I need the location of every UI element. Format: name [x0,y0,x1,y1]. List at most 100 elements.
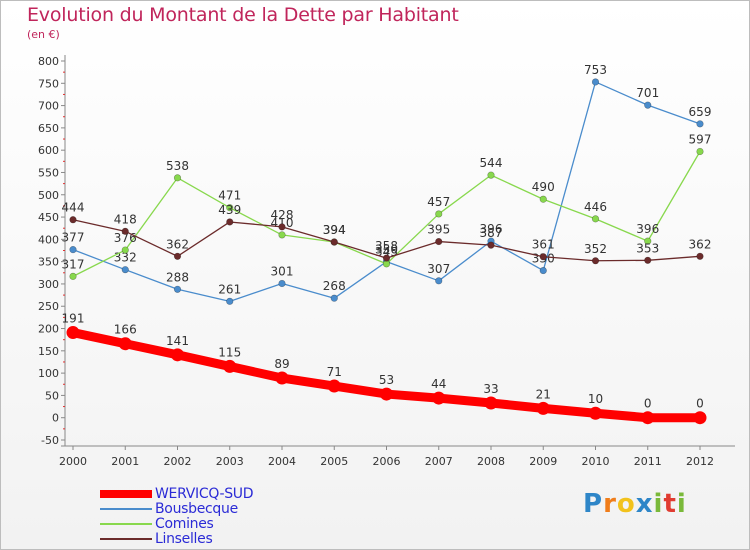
y-tick-label: 700 [38,100,59,113]
data-point [173,252,182,260]
data-point [589,406,602,420]
data-label: 394 [323,223,346,237]
data-label: 457 [427,195,450,209]
data-point [69,246,77,254]
data-label: 141 [166,334,189,348]
data-label: 89 [274,357,289,371]
y-tick-label: 100 [38,367,59,380]
data-label: 544 [480,156,503,170]
legend-item: Bousbecque [100,500,253,517]
data-point [66,326,80,340]
y-tick-label: 450 [38,211,59,224]
data-point [539,266,547,275]
data-label: 387 [480,226,503,240]
data-point [380,387,393,401]
y-tick-label: 350 [38,256,59,269]
data-label: 362 [689,237,712,251]
legend-label: WERVICQ-SUD [155,485,254,502]
data-label: 0 [644,397,652,411]
y-tick-label: 50 [45,389,59,402]
data-label: 166 [114,323,137,337]
data-label: 44 [431,377,446,391]
data-point [435,237,443,246]
data-point [275,371,289,385]
legend-swatch [100,507,152,510]
data-label: 71 [327,365,342,379]
data-point [644,101,652,109]
legend-label: Comines [155,515,214,532]
data-point [278,231,286,239]
data-point [432,391,446,405]
data-label: 659 [689,105,712,119]
data-label: 268 [323,279,346,293]
data-label: 361 [532,238,555,252]
data-label: 377 [62,231,85,245]
data-label: 358 [375,239,398,253]
x-tick-label: 2002 [164,455,192,468]
y-tick-label: 800 [38,55,59,68]
series-wervicq-sud: 191 166 141 115 89 71 53 44 33 21 10 0 0 [62,312,707,425]
data-label: 418 [114,212,137,226]
y-tick-label: 400 [38,233,59,246]
legend-swatch [100,489,152,498]
data-point [644,256,652,264]
y-tick-label: 600 [38,144,59,157]
data-point [330,294,338,302]
y-tick-label: 550 [38,166,59,179]
data-label: 753 [584,63,607,77]
x-tick-label: 2005 [320,455,348,468]
data-label: 538 [166,159,189,173]
data-point [591,78,600,86]
data-point [539,253,547,261]
data-point [171,348,184,362]
data-point [330,238,338,246]
data-point [536,401,550,415]
x-tick-label: 2010 [582,455,610,468]
logo-letter: t [663,489,677,519]
data-label: 396 [636,222,659,236]
legend: WERVICQ-SUD Bousbecque Comines Linselles [100,485,254,547]
data-point [173,285,182,293]
data-label: 53 [379,373,394,387]
data-point [121,227,129,235]
legend-item: Linselles [100,530,253,547]
data-point [435,277,443,285]
data-point [278,223,286,231]
data-point [226,218,234,226]
y-tick-label: 750 [38,77,59,90]
series-linselles: 444 418 362 439 428 394 358 395 387 361 352 353 362 [62,201,712,265]
y-tick-label: 0 [52,412,59,425]
data-label: 317 [62,257,85,271]
data-point [69,216,77,224]
data-point [278,279,286,288]
data-label: 332 [114,251,137,265]
data-point [226,204,234,212]
legend-label: Bousbecque [155,500,238,517]
data-label: 0 [696,397,704,411]
data-label: 362 [166,237,189,251]
data-label: 115 [218,345,241,359]
logo-letter: r [603,489,617,519]
data-point [226,297,234,305]
data-label: 352 [584,242,607,256]
x-tick-label: 2001 [111,455,139,468]
data-label: 353 [636,241,659,255]
x-tick-label: 2012 [686,455,714,468]
data-label: 21 [536,387,551,401]
logo-letter: i [653,489,664,519]
data-label: 439 [218,203,241,217]
data-point [644,237,652,245]
y-tick-label: -50 [41,434,59,447]
data-point [693,411,707,425]
chart-title: Evolution du Montant de la Dette par Hab… [27,4,459,26]
data-label: 350 [375,243,398,257]
data-point [327,379,341,393]
data-point [435,210,443,218]
y-tick-label: 650 [38,122,59,135]
x-tick-label: 2009 [529,455,557,468]
data-label: 597 [689,133,712,147]
legend-label: Linselles [155,530,213,547]
